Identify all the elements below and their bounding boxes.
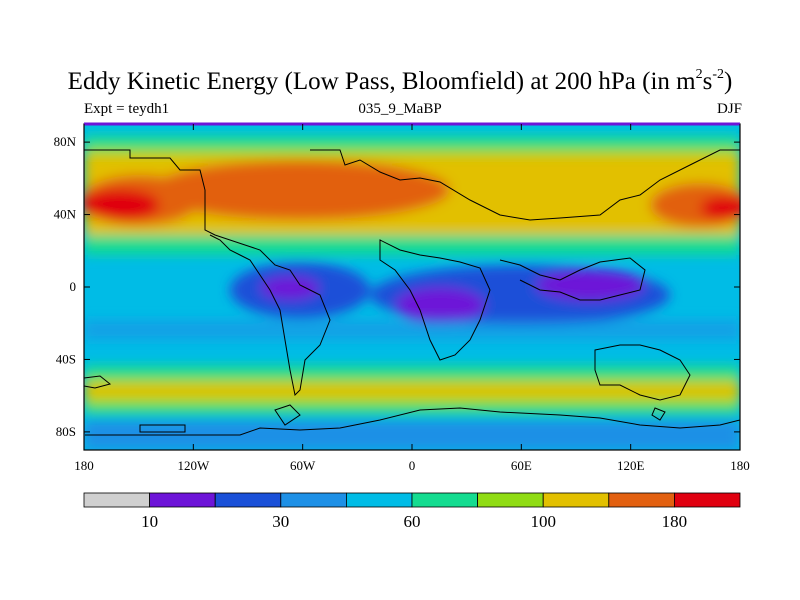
lon-tick-label: 120E [617,458,645,473]
chart-title: Eddy Kinetic Energy (Low Pass, Bloomfiel… [67,67,733,96]
lat-tick-label: 0 [70,279,77,294]
colorbar-label: 30 [272,512,289,531]
season-label: DJF [716,101,742,117]
colorbar-swatch [83,492,150,508]
colorbar: 10 30 60 100 180 [83,492,741,531]
lat-tick-label: 40N [54,207,77,222]
lon-tick-label: 0 [409,458,416,473]
colorbar-swatch [477,492,544,508]
colorbar-swatch [542,492,610,508]
colorbar-swatch [280,492,347,508]
experiment-label: Expt = teydh1 [84,101,170,117]
colorbar-swatch [411,492,478,508]
colorbar-label: 10 [141,512,158,531]
subtitle-label: 035_9_MaBP [358,101,442,117]
lon-tick-label: 60E [511,458,532,473]
lon-tick-label: 180 [74,458,94,473]
colorbar-label: 60 [404,512,421,531]
colorbar-label: 180 [662,512,688,531]
colorbar-swatch [345,492,413,508]
coastlines [84,149,740,436]
lon-tick-label: 180 [730,458,750,473]
lon-axis: 180 120W 60W 0 60E 120E 180 [74,124,750,473]
colorbar-label: 100 [530,512,556,531]
lon-tick-label: 60W [290,458,316,473]
colorbar-swatch [214,492,282,508]
colorbar-swatch [674,492,741,508]
colorbar-swatch [608,492,675,508]
lat-tick-label: 40S [56,351,76,366]
lat-tick-label: 80N [54,134,77,149]
colorbar-swatch [149,492,216,508]
lon-tick-label: 120W [177,458,210,473]
field-map [84,124,740,450]
lat-tick-label: 80S [56,424,76,439]
lat-axis: 80N 40N 0 40S 80S [54,134,740,439]
